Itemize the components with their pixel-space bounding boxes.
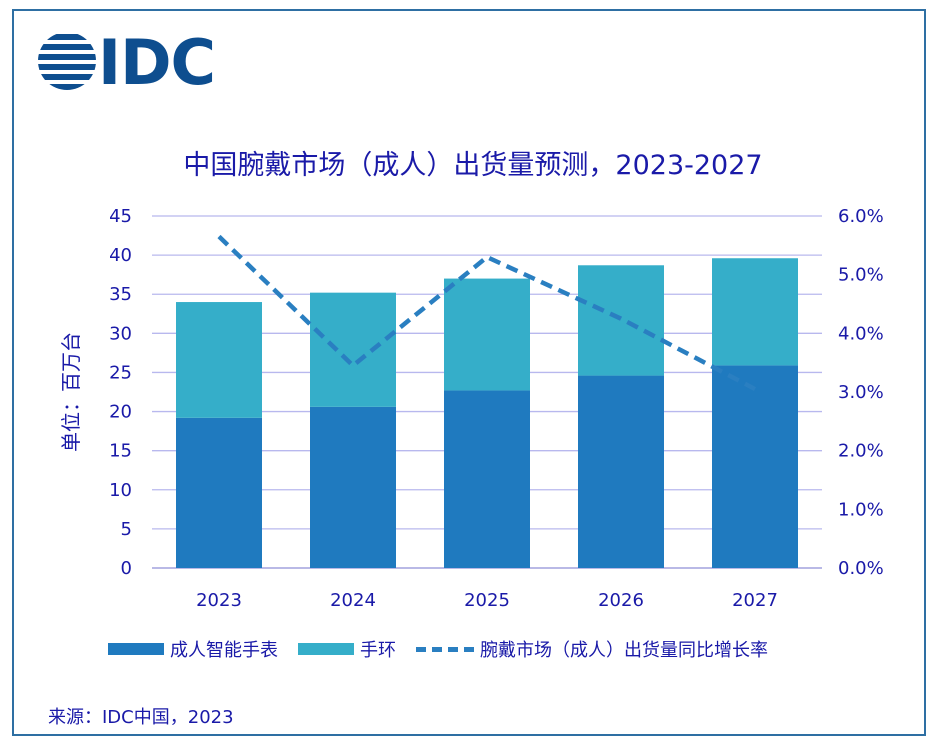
x-tick-label: 2027: [732, 590, 778, 611]
y-tick-label: 5: [121, 519, 132, 540]
y2-tick-label: 6.0%: [838, 206, 884, 227]
bar-band: [578, 265, 664, 376]
bar-watch: [578, 375, 664, 568]
legend-swatch-band: [298, 643, 354, 655]
y-tick-label: 10: [109, 480, 132, 501]
logo-text: IDC: [98, 26, 216, 99]
source-note: 来源：IDC中国，2023: [48, 707, 234, 728]
y-tick-label: 40: [109, 245, 132, 266]
bar-watch: [176, 417, 262, 568]
y2-tick-label: 5.0%: [838, 265, 884, 286]
y2-tick-label: 2.0%: [838, 441, 884, 462]
y-axis-label: 单位：百万台: [59, 332, 83, 452]
legend: 成人智能手表 手环 腕戴市场（成人）出货量同比增长率: [108, 636, 788, 662]
y2-tick-label: 3.0%: [838, 382, 884, 403]
y2-tick-label: 1.0%: [838, 499, 884, 520]
legend-swatch-watch: [108, 643, 164, 655]
bar-band: [310, 292, 396, 407]
legend-item-watch: 成人智能手表: [108, 636, 278, 662]
chart-title: 中国腕戴市场（成人）出货量预测，2023-2027: [183, 150, 763, 181]
bar-band: [712, 258, 798, 366]
y-tick-label: 25: [109, 362, 132, 383]
legend-label-watch: 成人智能手表: [170, 640, 278, 661]
bar-band: [444, 278, 530, 391]
y-tick-label: 15: [109, 441, 132, 462]
y-tick-label: 35: [109, 284, 132, 305]
bar-band: [176, 302, 262, 418]
y2-tick-label: 4.0%: [838, 323, 884, 344]
idc-logo: IDC: [36, 26, 236, 99]
y-tick-label: 45: [109, 206, 132, 227]
x-tick-label: 2023: [196, 590, 242, 611]
x-tick-label: 2024: [330, 590, 376, 611]
legend-label-band: 手环: [360, 640, 396, 661]
legend-swatch-growth: [416, 646, 474, 652]
y2-tick-label: 0.0%: [838, 558, 884, 579]
legend-item-band: 手环: [298, 636, 396, 662]
y-tick-label: 20: [109, 402, 132, 423]
x-tick-label: 2026: [598, 590, 644, 611]
bar-watch: [712, 365, 798, 568]
growth-line: [217, 234, 757, 392]
idc-globe-icon: [38, 34, 96, 90]
bar-watch: [310, 406, 396, 568]
y-tick-label: 30: [109, 323, 132, 344]
y-tick-label: 0: [121, 558, 132, 579]
bar-watch: [444, 390, 530, 568]
x-tick-label: 2025: [464, 590, 510, 611]
legend-label-growth: 腕戴市场（成人）出货量同比增长率: [480, 640, 768, 661]
legend-item-growth: 腕戴市场（成人）出货量同比增长率: [416, 636, 768, 662]
